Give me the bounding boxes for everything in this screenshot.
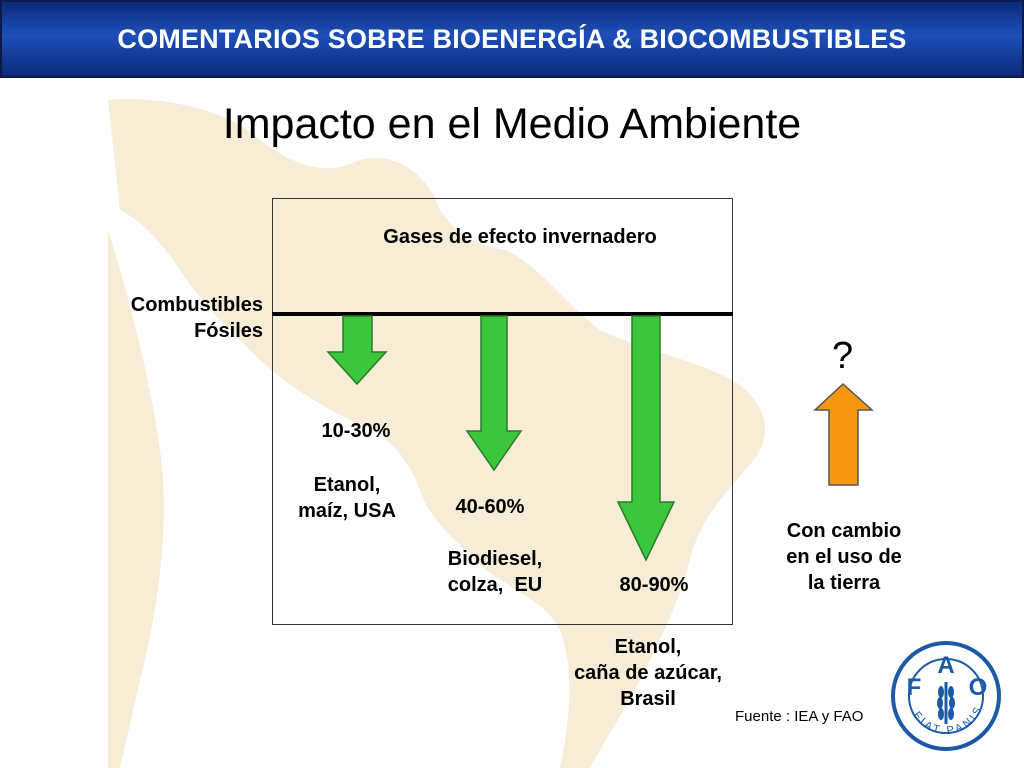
svg-text:O: O <box>969 674 988 701</box>
header-title: COMENTARIOS SOBRE BIOENERGÍA & BIOCOMBUS… <box>117 23 907 54</box>
reduction-arrow-cana <box>616 315 676 562</box>
source-note: Fuente : IEA y FAO <box>735 708 864 725</box>
increase-arrow-land-use <box>813 382 874 486</box>
unknown-impact-symbol: ? <box>832 335 854 377</box>
percent-cana: 80-90% <box>619 574 689 596</box>
svg-text:F: F <box>907 674 922 701</box>
fao-logo: F A O FIAT PANIS <box>891 641 1001 751</box>
diagram-frame <box>272 198 733 625</box>
box-title: Gases de efecto invernadero <box>383 226 657 248</box>
reduction-arrow-maiz <box>326 315 388 386</box>
fossil-fuel-baseline <box>272 312 733 316</box>
percent-maiz: 10-30% <box>321 420 391 442</box>
percent-colza: 40-60% <box>455 496 525 518</box>
header-banner: COMENTARIOS SOBRE BIOENERGÍA & BIOCOMBUS… <box>0 0 1024 78</box>
label-land-use: Con cambio en el uso de la tierra <box>786 520 902 594</box>
baseline-label: Combustibles Fósiles <box>130 294 263 342</box>
slide-title: Impacto en el Medio Ambiente <box>222 100 802 148</box>
label-maiz: Etanol, maíz, USA <box>298 474 396 522</box>
wheat-icon <box>937 682 955 724</box>
reduction-arrow-colza <box>465 315 523 472</box>
svg-text:A: A <box>937 652 954 679</box>
label-colza: Biodiesel, colza, EU <box>447 548 543 596</box>
label-cana: Etanol, caña de azúcar, Brasil <box>574 636 722 710</box>
